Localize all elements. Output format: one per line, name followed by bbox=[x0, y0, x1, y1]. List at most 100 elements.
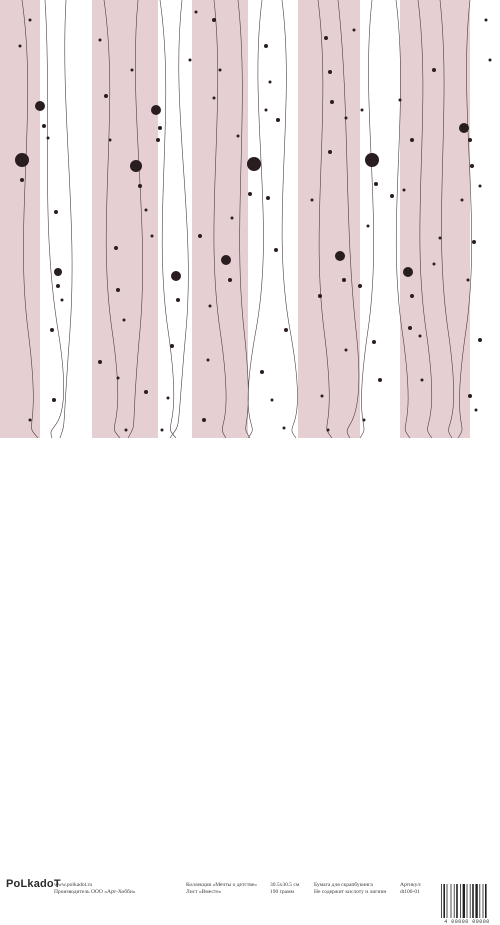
footer-article-block: Артикул: dt100-01 bbox=[400, 882, 421, 896]
string-line bbox=[213, 0, 227, 438]
dot bbox=[459, 123, 469, 133]
dot bbox=[410, 294, 414, 298]
dot bbox=[284, 328, 288, 332]
string-line bbox=[103, 0, 121, 438]
dot bbox=[420, 378, 424, 382]
stripe-dot-pattern bbox=[0, 0, 500, 438]
hanging-dots bbox=[15, 10, 492, 432]
string-line bbox=[439, 0, 454, 438]
footer-paper-block: Бумага для скрапбукинга Не содержит кисл… bbox=[314, 882, 386, 896]
barcode-bar bbox=[460, 884, 461, 918]
dot bbox=[144, 390, 148, 394]
dot bbox=[268, 80, 272, 84]
dot bbox=[42, 124, 46, 128]
barcode-bar bbox=[485, 884, 487, 918]
dot bbox=[264, 44, 268, 48]
string-line bbox=[237, 0, 251, 438]
dot bbox=[342, 278, 346, 282]
article-label: Артикул: bbox=[400, 882, 422, 888]
dot bbox=[358, 284, 362, 288]
string-line bbox=[169, 0, 189, 438]
dot bbox=[468, 138, 472, 142]
dot bbox=[488, 58, 492, 62]
dot bbox=[236, 134, 240, 138]
dot bbox=[166, 396, 170, 400]
brand-name: PoLkadoT bbox=[6, 878, 61, 890]
dot bbox=[15, 153, 29, 167]
dot bbox=[410, 138, 414, 142]
dot bbox=[390, 194, 394, 198]
string-line bbox=[159, 0, 177, 438]
dot bbox=[474, 408, 478, 412]
string-line bbox=[59, 0, 73, 438]
dot bbox=[35, 101, 45, 111]
dot bbox=[460, 198, 464, 202]
dot bbox=[130, 68, 134, 72]
dot bbox=[116, 288, 120, 292]
dot bbox=[248, 192, 252, 196]
dot bbox=[176, 298, 180, 302]
string-line bbox=[395, 0, 411, 438]
dot bbox=[470, 164, 474, 168]
dot bbox=[116, 376, 120, 380]
dot bbox=[108, 138, 112, 142]
dot bbox=[160, 428, 164, 432]
string-line bbox=[457, 0, 473, 438]
paper-type-text: Бумага для скрапбукинга bbox=[314, 882, 373, 888]
dot bbox=[230, 216, 234, 220]
barcode-bar bbox=[462, 884, 465, 918]
barcode-icon bbox=[441, 884, 487, 918]
dot bbox=[130, 160, 142, 172]
article-code: dt100-01 bbox=[400, 889, 420, 895]
dot bbox=[310, 198, 314, 202]
dot bbox=[472, 240, 476, 244]
dot bbox=[362, 418, 366, 422]
dot bbox=[218, 68, 222, 72]
dot bbox=[212, 18, 216, 22]
hanging-strings bbox=[21, 0, 473, 438]
stripe-5 bbox=[400, 0, 470, 438]
dot bbox=[260, 370, 264, 374]
barcode-bar bbox=[466, 884, 468, 918]
footer-company-block: www.polkadot.ru Производитель ООО «Арт-Х… bbox=[54, 882, 136, 896]
dot bbox=[114, 246, 118, 250]
string-line bbox=[44, 0, 65, 438]
dot bbox=[330, 100, 334, 104]
dot bbox=[270, 398, 274, 402]
dot bbox=[352, 28, 356, 32]
barcode-bar bbox=[479, 884, 481, 918]
collection-text: Коллекция «Мечты о детстве» bbox=[186, 882, 258, 888]
dot bbox=[335, 251, 345, 261]
manufacturer-text: Производитель ООО «Арт-Хобби» bbox=[54, 889, 136, 895]
dot bbox=[98, 38, 102, 42]
dot bbox=[320, 394, 324, 398]
string-line bbox=[337, 0, 360, 438]
dot bbox=[171, 271, 181, 281]
dot bbox=[282, 426, 286, 430]
footer-size-block: 30.5х30.5 см 190 грамм bbox=[270, 882, 299, 896]
dot bbox=[266, 196, 270, 200]
barcode-bar bbox=[456, 884, 458, 918]
string-line bbox=[247, 0, 264, 438]
pink-stripes bbox=[0, 0, 470, 438]
dot bbox=[56, 284, 60, 288]
dot bbox=[344, 348, 348, 352]
label-footer: PoLkadoT www.polkadot.ru Производитель О… bbox=[0, 438, 500, 925]
dot bbox=[18, 44, 22, 48]
barcode-bar bbox=[472, 884, 474, 918]
dot bbox=[438, 236, 442, 240]
barcode-bar bbox=[469, 884, 471, 918]
dot bbox=[28, 18, 32, 22]
pattern-graphic bbox=[0, 0, 492, 438]
dot bbox=[156, 138, 160, 142]
barcode-number: 4 00000 00000 bbox=[444, 919, 490, 925]
dot bbox=[468, 394, 472, 398]
dot bbox=[344, 116, 348, 120]
dot bbox=[324, 36, 328, 40]
dot bbox=[202, 418, 206, 422]
footer-collection-block: Коллекция «Мечты о детстве» Лист «Вместе… bbox=[186, 882, 257, 896]
dot bbox=[408, 326, 412, 330]
dot bbox=[264, 108, 268, 112]
dot bbox=[170, 344, 174, 348]
dot bbox=[150, 234, 154, 238]
